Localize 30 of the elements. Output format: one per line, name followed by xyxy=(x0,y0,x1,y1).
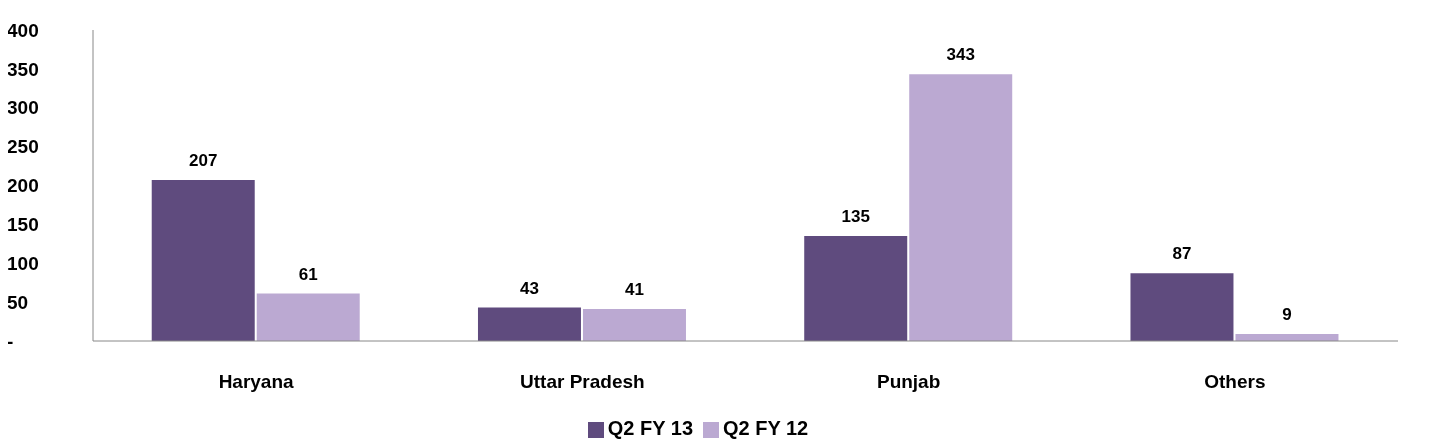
data-label: 207 xyxy=(189,151,218,171)
data-label: 61 xyxy=(298,264,318,284)
data-label: 135 xyxy=(841,207,870,227)
x-tick-label: Punjab xyxy=(876,371,941,393)
y-tick-label: 200 xyxy=(7,175,39,197)
bar xyxy=(477,307,581,341)
y-tick-label: - xyxy=(7,330,14,352)
legend-label: Q2 FY 12 xyxy=(723,417,809,439)
y-tick-label: 150 xyxy=(7,214,39,236)
y-tick-label: 350 xyxy=(7,58,39,80)
bar xyxy=(909,74,1013,341)
bar xyxy=(804,236,908,341)
data-label: 9 xyxy=(1282,305,1292,324)
x-tick-label: Uttar Pradesh xyxy=(520,371,645,393)
data-label: 41 xyxy=(625,280,644,300)
y-tick-label: 50 xyxy=(7,291,29,313)
y-tick-label: 100 xyxy=(7,252,39,274)
bar xyxy=(582,309,686,341)
y-tick-label: 400 xyxy=(7,19,39,41)
bar xyxy=(256,293,360,341)
data-label: 87 xyxy=(1172,244,1192,264)
x-tick-label: Others xyxy=(1204,371,1266,393)
data-label: 43 xyxy=(520,278,539,298)
data-label: 343 xyxy=(946,45,975,65)
y-tick-label: 300 xyxy=(7,97,39,119)
x-tick-label: Haryana xyxy=(218,371,295,393)
y-tick-label: 250 xyxy=(7,136,39,158)
bar xyxy=(1130,273,1234,341)
bar xyxy=(151,180,255,341)
legend-label: Q2 FY 13 xyxy=(607,417,693,439)
